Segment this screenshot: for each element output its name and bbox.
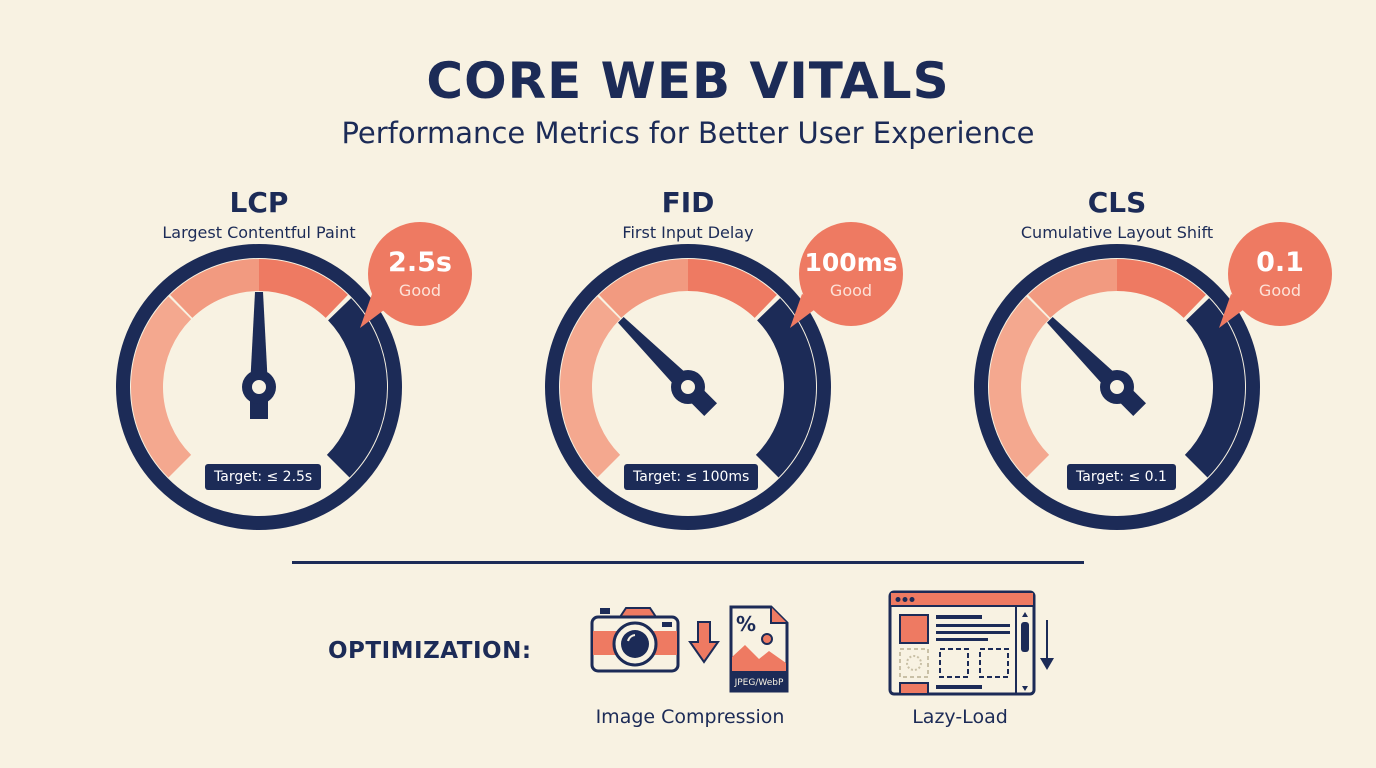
browser-window-icon [888, 590, 1036, 696]
metric-value: 0.1 [1256, 247, 1304, 278]
metric-header-lcp: LCP Largest Contentful Paint [109, 186, 409, 243]
target-badge-cls: Target: ≤ 0.1 [1067, 464, 1176, 490]
needle-icon [617, 316, 717, 416]
page-title: CORE WEB VITALS [426, 52, 950, 110]
caption-lazy-load: Lazy-Load [912, 706, 1008, 728]
gauge-fid [545, 244, 831, 530]
camera-icon [590, 607, 680, 673]
optimization-label: OPTIMIZATION: [328, 638, 532, 664]
arrow-down-icon [688, 621, 720, 664]
percent-symbol: % [736, 612, 756, 636]
caption-image-compression: Image Compression [595, 706, 785, 728]
metric-name: First Input Delay [622, 223, 754, 242]
bubble-tail-icon [1219, 294, 1251, 328]
metric-value: 2.5s [388, 247, 452, 278]
page-subtitle: Performance Metrics for Better User Expe… [341, 116, 1035, 150]
metric-name: Cumulative Layout Shift [1020, 223, 1214, 242]
value-bubble-fid: 100ms Good [799, 222, 903, 326]
target-badge-lcp: Target: ≤ 2.5s [205, 464, 322, 490]
value-bubble-cls: 0.1 Good [1228, 222, 1332, 326]
metric-value: 100ms [804, 248, 898, 277]
bubble-tail-icon [790, 294, 822, 328]
metric-abbr: FID [661, 186, 715, 219]
metric-abbr: LCP [229, 186, 289, 219]
metric-header-fid: FID First Input Delay [538, 186, 838, 243]
metric-header-cls: CLS Cumulative Layout Shift [967, 186, 1267, 243]
bubble-tail-icon [360, 294, 392, 328]
file-format-label: JPEG/WebP [734, 678, 784, 688]
gauge-cls [974, 244, 1260, 530]
metric-abbr: CLS [1087, 186, 1147, 219]
metric-status: Good [398, 281, 442, 300]
compressed-file-icon: % JPEG/WebP [729, 605, 789, 693]
scroll-arrow-icon [1040, 620, 1054, 670]
metric-status: Good [829, 281, 873, 300]
metric-status: Good [1258, 281, 1302, 300]
needle-icon [1046, 316, 1146, 416]
gauge-lcp [116, 244, 402, 530]
target-badge-fid: Target: ≤ 100ms [624, 464, 759, 490]
metric-name: Largest Contentful Paint [162, 223, 356, 242]
needle-icon [242, 292, 276, 419]
section-divider [292, 561, 1084, 564]
